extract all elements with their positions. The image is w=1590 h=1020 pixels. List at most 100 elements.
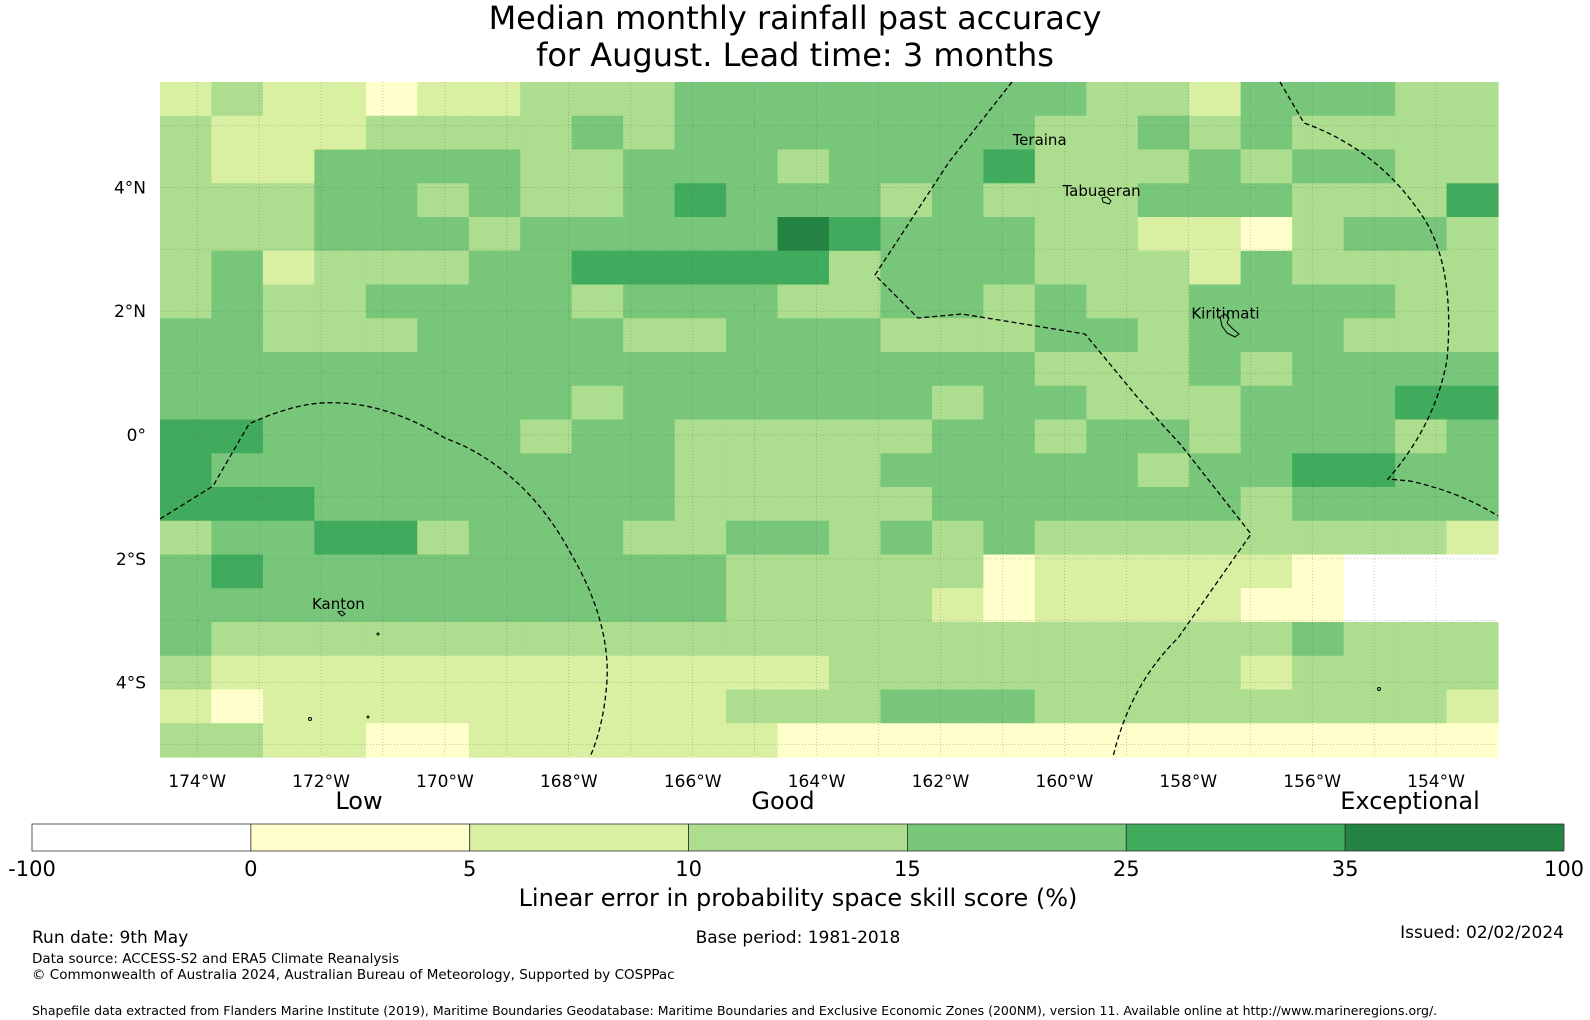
skill-cell (1343, 419, 1396, 454)
skill-cell (1343, 689, 1396, 724)
skill-cell (777, 385, 830, 421)
skill-cell (262, 689, 315, 724)
skill-cell (777, 284, 830, 319)
skill-cell (726, 622, 779, 657)
skill-cell (1343, 149, 1396, 184)
issued-date: Issued: 02/02/2024 (1400, 923, 1564, 943)
skill-cell (1395, 217, 1448, 252)
skill-cell (468, 453, 521, 488)
skill-cell (1034, 250, 1087, 286)
skill-cell (623, 453, 676, 488)
skill-cell (468, 588, 521, 623)
colorbar: Low Good Exceptional -100 0 5 10 15 25 35 100 L… (8, 787, 1584, 912)
skill-cell (983, 82, 1036, 117)
skill-cell (160, 149, 213, 184)
skill-cell (1034, 115, 1087, 151)
skill-cell (674, 115, 727, 151)
skill-cell (520, 352, 573, 387)
skill-cell (880, 149, 933, 184)
skill-cell (829, 554, 882, 589)
skill-cell (1292, 419, 1345, 454)
skill-cell (520, 453, 573, 488)
colorbar-tick-label: -100 (8, 857, 56, 881)
skill-cell (314, 453, 367, 488)
skill-cell (1343, 655, 1396, 691)
shapefile-credit: Shapefile data extracted from Flanders M… (32, 1003, 1437, 1018)
latitude-tick-label: 4°N (114, 178, 146, 198)
skill-cell (829, 622, 882, 657)
place-labels: Teraina Tabuaeran Kiritimati Kanton (312, 131, 1260, 613)
skill-cell (571, 82, 624, 117)
skill-cell (880, 554, 933, 589)
skill-cell (1086, 183, 1139, 218)
skill-cell (160, 250, 213, 286)
skill-cell (829, 217, 882, 252)
skill-cell (160, 385, 213, 421)
copyright: © Commonwealth of Australia 2024, Austra… (32, 967, 675, 983)
skill-cell (880, 520, 933, 556)
skill-cell (931, 723, 984, 758)
skill-cell (520, 183, 573, 218)
skill-cell (623, 115, 676, 151)
skill-cell (468, 82, 521, 117)
skill-cell (1086, 453, 1139, 488)
skill-cell (777, 723, 830, 758)
skill-cell (417, 723, 470, 758)
skill-cell (1446, 318, 1499, 353)
skill-cell (931, 352, 984, 387)
skill-cell (623, 554, 676, 589)
skill-cell (623, 183, 676, 218)
skill-cell (417, 82, 470, 117)
skill-cell (829, 520, 882, 556)
skill-cell (1086, 82, 1139, 117)
skill-cell (931, 149, 984, 184)
skill-cell (314, 588, 367, 623)
skill-cell (314, 655, 367, 691)
skill-cell (1292, 723, 1345, 758)
skill-cell (1137, 149, 1190, 184)
skill-cell (931, 82, 984, 117)
skill-cell (726, 115, 779, 151)
skill-cell (829, 115, 882, 151)
skill-cell (520, 689, 573, 724)
skill-cell (1086, 217, 1139, 252)
skill-cell (983, 487, 1036, 522)
skill-cell (1446, 588, 1499, 623)
skill-cell (1240, 419, 1293, 454)
longitude-tick-labels: 174°W 172°W 170°W 168°W 166°W 164°W 162°W 160°W… (168, 772, 1465, 792)
skill-cell (262, 149, 315, 184)
skill-cell (1189, 453, 1242, 488)
skill-cell (1086, 149, 1139, 184)
legend-category-low: Low (335, 787, 382, 815)
colorbar-swatch (31, 823, 252, 852)
skill-cell (468, 284, 521, 319)
eez-boundary-phoenix (159, 402, 608, 758)
skill-cell (468, 554, 521, 589)
title-line-2: for August. Lead time: 3 months (536, 36, 1054, 74)
skill-cell (1086, 318, 1139, 353)
skill-cell (983, 689, 1036, 724)
skill-cell (983, 453, 1036, 488)
skill-cell (1189, 250, 1242, 286)
skill-cell (1240, 520, 1293, 556)
skill-cell (468, 689, 521, 724)
skill-cell (1343, 554, 1396, 589)
skill-cell (726, 250, 779, 286)
skill-cell (1034, 723, 1087, 758)
skill-cell (726, 723, 779, 758)
latitude-tick-label: 4°S (116, 674, 146, 694)
skill-cell (160, 689, 213, 724)
skill-cell (468, 655, 521, 691)
skill-cell (931, 183, 984, 218)
skill-cell (417, 487, 470, 522)
skill-cell (262, 520, 315, 556)
skill-cell (931, 250, 984, 286)
skill-cell (468, 487, 521, 522)
skill-cell (983, 284, 1036, 319)
skill-cell (417, 115, 470, 151)
skill-cell (1189, 352, 1242, 387)
skill-cell (1137, 655, 1190, 691)
skill-cell (674, 453, 727, 488)
skill-cell (1189, 183, 1242, 218)
skill-cell (1034, 689, 1087, 724)
